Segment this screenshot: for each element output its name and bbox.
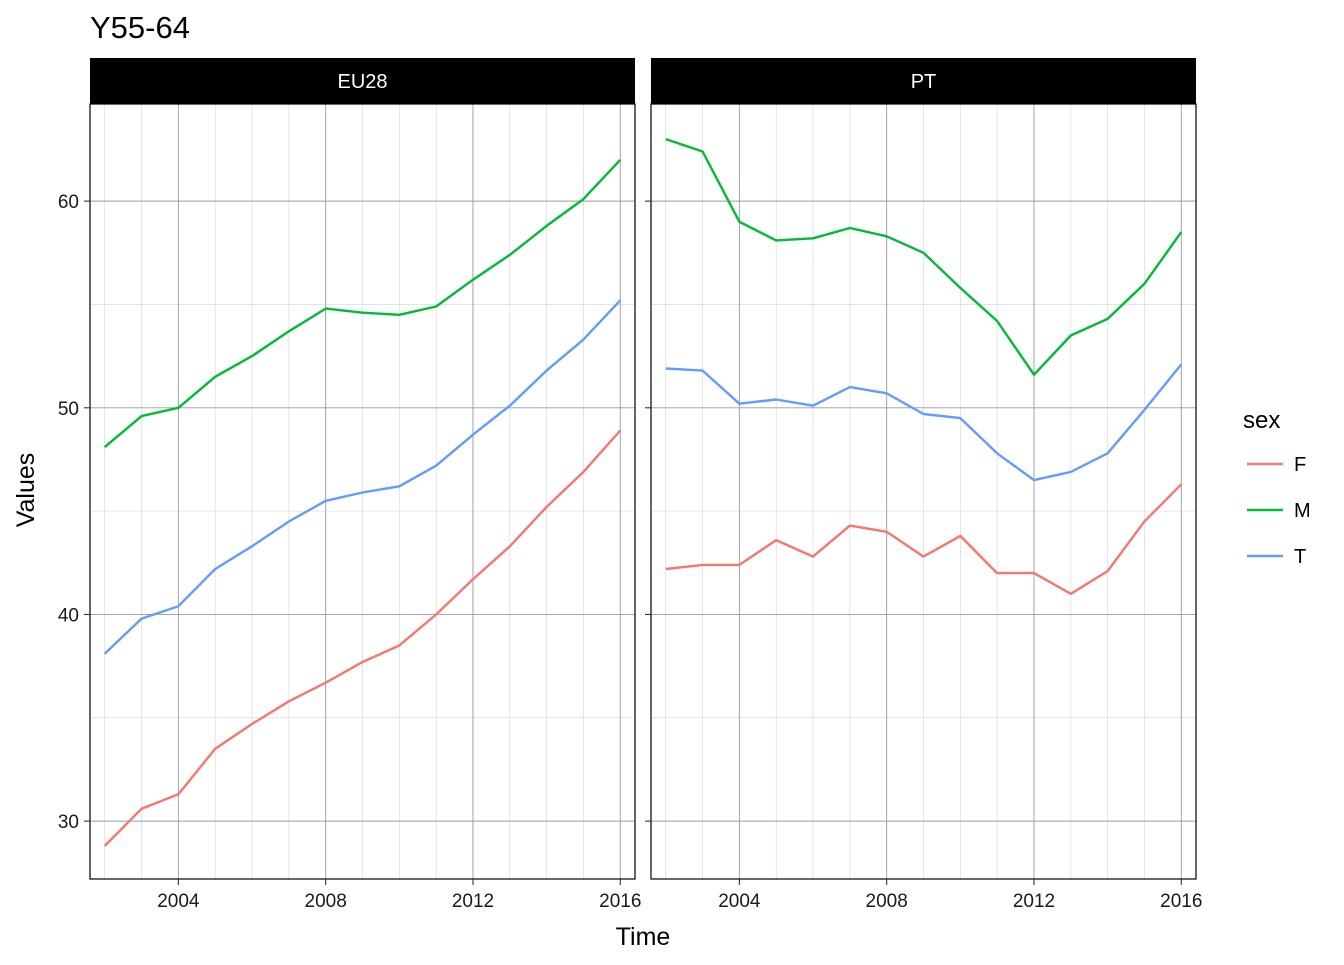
legend-label-f: F [1294,454,1306,476]
x-tick-label: 2016 [599,891,641,912]
panel-pt: PT 2004 2008 2012 2016 [645,58,1202,912]
legend-label-t: T [1294,546,1306,568]
x-tick-label: 2012 [452,891,494,912]
panel-border [650,103,1197,880]
series-line-f [103,429,622,847]
x-tick-label: 2004 [718,891,761,912]
panel-eu28: EU28 2004 2008 2012 2016 30 40 50 60 [58,58,641,912]
x-tick-label: 2008 [305,891,347,912]
y-tick-label: 30 [58,812,79,833]
y-tick-label: 60 [58,192,79,213]
series-line-f [665,483,1183,595]
y-axis-title: Values [12,453,40,528]
y-tick-label: 40 [58,605,79,626]
facet-label: EU28 [337,71,387,93]
x-tick-label: 2012 [1013,891,1055,912]
facet-label: PT [911,71,937,93]
facet-strip [651,58,1196,104]
chart-title: Y55-64 [90,10,190,45]
series-line-m [103,158,622,449]
series-line-t [103,299,622,655]
x-tick-label: 2016 [1160,891,1202,912]
panel-border [89,103,636,880]
facet-strip [90,58,635,104]
panels: EU28 2004 2008 2012 2016 30 40 50 60 PT 2004 2008 20… [58,58,1202,912]
series-line-m [665,137,1183,376]
legend: sex F M T [1243,407,1311,568]
x-tick-label: 2008 [866,891,908,912]
x-axis-title: Time [616,923,671,951]
series-line-t [665,363,1183,482]
y-tick-label: 50 [58,399,79,420]
x-tick-label: 2004 [157,891,200,912]
legend-label-m: M [1294,500,1311,522]
legend-title: sex [1243,407,1280,434]
